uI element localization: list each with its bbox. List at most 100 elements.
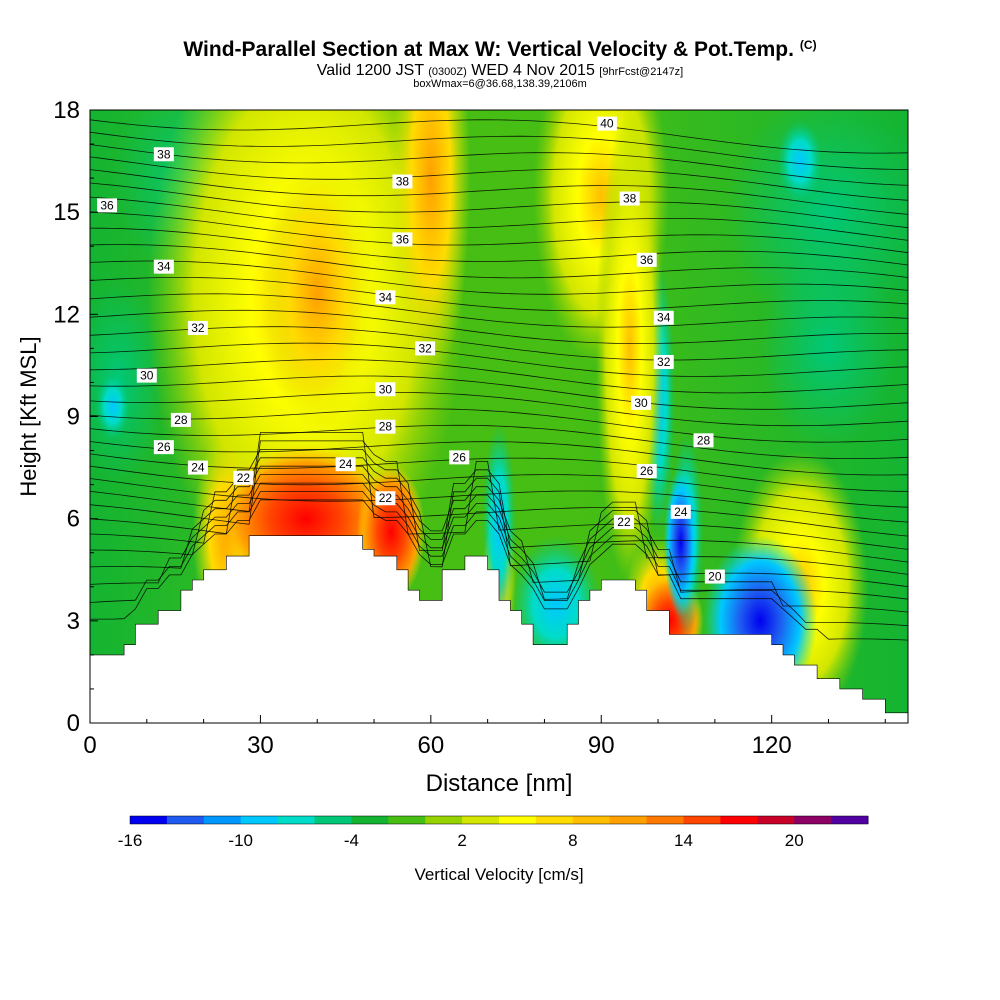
x-tick-label: 60 [417, 732, 444, 759]
y-tick-label: 15 [53, 199, 80, 226]
theta-contour [90, 375, 908, 410]
contour-label: 22 [233, 470, 254, 485]
contour-label: 28 [693, 433, 714, 448]
valid-utc: (0300Z) [428, 66, 467, 78]
theta-contour [90, 309, 908, 344]
contour-label-bg [153, 259, 174, 274]
contour-label: 22 [375, 491, 396, 506]
contour-label-bg [704, 569, 725, 584]
contour-label: 30 [136, 368, 157, 383]
contour-label: 30 [375, 382, 396, 397]
colorbar-swatch [166, 816, 205, 824]
contour-label: 32 [187, 320, 208, 335]
contour-label-text: 36 [396, 232, 410, 246]
theta-contour [90, 453, 908, 492]
colorbar-swatch [499, 816, 537, 824]
valid-date: WED 4 Nov 2015 [471, 62, 595, 79]
contour-label-bg [187, 320, 208, 335]
theta-contour [90, 342, 908, 377]
x-tick-label: 0 [83, 732, 96, 759]
colorbar-swatch [425, 816, 463, 824]
contour-label-bg [136, 368, 157, 383]
contour-label-bg [170, 412, 191, 427]
colorbar: -16 -10 -4 2 8 14 20 Vertical Velocity [cm/s] [118, 815, 869, 884]
theta-contour [90, 478, 908, 523]
colorbar-swatch [351, 816, 389, 824]
field-blob [760, 246, 897, 451]
colorbar-tick-label: 8 [568, 831, 577, 850]
y-tick-label: 18 [53, 97, 80, 124]
theta-contour [90, 244, 908, 279]
theta-contour [90, 119, 908, 154]
contour-label: 38 [619, 191, 640, 206]
theta-contour [90, 227, 908, 266]
contour-label: 26 [153, 440, 174, 455]
contour-label: 34 [375, 290, 396, 305]
colorbar-swatch [277, 816, 315, 824]
contour-label-text: 36 [640, 253, 654, 267]
colorbar-swatch [535, 816, 574, 824]
contour-label-bg [596, 116, 617, 131]
theta-contour [90, 465, 908, 508]
title-text: Wind-Parallel Section at Max W: Vertical… [183, 38, 794, 61]
colorbar-swatch [683, 816, 721, 824]
x-tick-label: 120 [752, 732, 792, 759]
contour-label-text: 34 [157, 260, 171, 274]
colorbar-swatch [388, 816, 426, 824]
contour-label-bg [613, 515, 634, 530]
terrain-shape [89, 535, 909, 724]
contour-label-bg [187, 460, 208, 475]
theta-contour [90, 211, 908, 254]
contour-label-text: 24 [674, 505, 688, 519]
field-blob [95, 372, 130, 441]
theta-contours [90, 119, 908, 641]
contour-label: 34 [153, 259, 174, 274]
contour-label-bg [392, 174, 413, 189]
colorbar-swatch [757, 816, 795, 824]
contour-label-text: 30 [634, 396, 648, 410]
contour-label-bg [619, 191, 640, 206]
x-axis-label: Distance [nm] [426, 770, 573, 797]
contour-label-bg [653, 310, 674, 325]
contour-label-bg [375, 419, 396, 434]
colorbar-swatch [240, 816, 279, 824]
colorbar-swatch [609, 816, 648, 824]
contour-label-text: 28 [379, 420, 393, 434]
field-blob [663, 467, 698, 618]
colorbar-tick-label: 14 [674, 831, 693, 850]
theta-contour [90, 391, 908, 427]
contour-label-bg [375, 290, 396, 305]
colorbar-swatch [831, 816, 869, 824]
colorbar-swatch [130, 816, 168, 824]
contour-label: 40 [596, 116, 617, 131]
contour-label-text: 22 [379, 491, 393, 505]
contour-label-text: 32 [418, 341, 432, 355]
copyright-mark: (C) [799, 38, 817, 52]
y-tick-label: 12 [53, 301, 80, 328]
contour-label: 36 [392, 232, 413, 247]
theta-contour [90, 449, 908, 563]
contour-label-bg [153, 147, 174, 162]
contour-label: 32 [653, 355, 674, 370]
contour-label: 26 [636, 463, 657, 478]
colorbar-swatch [646, 816, 684, 824]
y-tick-label: 9 [67, 404, 80, 431]
colorbar-tick-label: -4 [344, 831, 359, 850]
theta-contour [90, 169, 908, 215]
colorbar-frame [129, 815, 869, 825]
colorbar-tick-label: 20 [785, 831, 804, 850]
field-blob [260, 157, 375, 431]
contour-label-text: 22 [617, 515, 631, 529]
chart-title: Wind-Parallel Section at Max W: Vertical… [0, 38, 1000, 62]
theta-contour [90, 359, 908, 394]
contour-label-bg [97, 198, 118, 213]
contour-label: 24 [187, 460, 208, 475]
colorbar-swatch [314, 816, 352, 824]
theta-contour [90, 441, 908, 476]
valid-time: Valid 1200 JST [316, 62, 424, 79]
theta-contour [90, 457, 908, 575]
contour-label-text: 38 [157, 147, 171, 161]
